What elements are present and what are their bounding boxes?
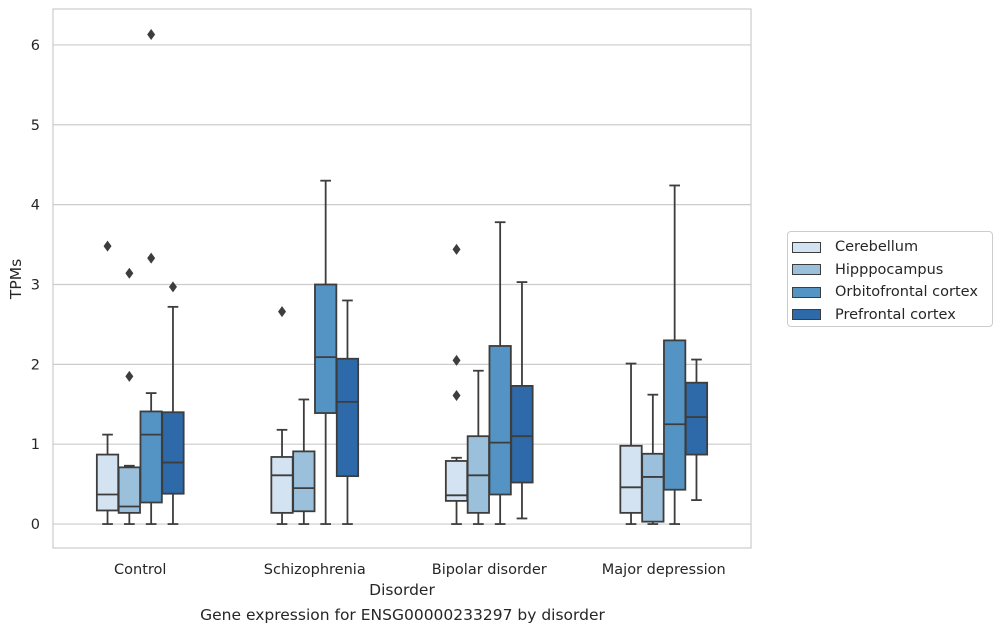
x-tick-labels: Control Schizophrenia Bipolar disorder Majo… — [114, 562, 726, 578]
box-iqr — [292, 450, 316, 513]
legend-swatch — [792, 286, 821, 298]
legend-swatch — [792, 309, 821, 321]
box-hipppocampus-2 — [466, 369, 490, 525]
y-tick-label: 0 — [31, 517, 40, 533]
outlier-point — [147, 29, 156, 41]
box-iqr — [139, 410, 163, 504]
legend-label: Orbitofrontal cortex — [835, 284, 978, 301]
box-cerebellum-3 — [619, 362, 643, 525]
legend-item: Hipppocampus — [792, 259, 992, 282]
legend-item: Prefrontal cortex — [792, 304, 992, 327]
legend-item: Cerebellum — [792, 236, 992, 259]
box-iqr — [270, 456, 294, 514]
legend-label: Hipppocampus — [835, 261, 944, 278]
box-prefrontal-cortex-1 — [335, 299, 360, 525]
y-tick-labels: 0 1 2 3 4 5 6 — [31, 38, 40, 533]
legend-item: Orbitofrontal cortex — [792, 281, 992, 304]
x-tick-label: Control — [114, 562, 166, 578]
outlier-point — [278, 306, 287, 318]
legend-label: Prefrontal cortex — [835, 306, 956, 323]
outlier-point — [147, 252, 156, 264]
outlier-point — [452, 354, 461, 366]
box-iqr — [488, 345, 512, 496]
legend-label: Cerebellum — [835, 239, 919, 256]
box-iqr — [619, 444, 643, 514]
box-prefrontal-cortex-3 — [684, 358, 709, 501]
y-tick-label: 1 — [31, 437, 40, 453]
legend-swatch — [792, 241, 821, 253]
outlier-point — [452, 389, 461, 401]
box-cerebellum-1 — [270, 306, 294, 525]
box-prefrontal-cortex-2 — [510, 281, 534, 520]
box-prefrontal-cortex-0 — [161, 281, 185, 525]
outlier-point — [125, 370, 134, 382]
box-cerebellum-2 — [444, 243, 469, 525]
box-iqr — [161, 411, 185, 495]
plot-frame — [52, 8, 752, 549]
box-orbitofrontal-cortex-2 — [488, 221, 512, 525]
box-iqr — [663, 339, 687, 491]
x-tick-label: Major depression — [602, 562, 726, 578]
x-tick-label: Bipolar disorder — [432, 562, 547, 578]
y-tick-label: 6 — [31, 38, 40, 54]
box-iqr — [641, 452, 665, 523]
outlier-point — [125, 267, 134, 279]
box-iqr — [95, 453, 120, 512]
box-layer — [95, 29, 709, 525]
box-iqr — [314, 283, 338, 414]
box-hipppocampus-3 — [641, 393, 665, 525]
outlier-point — [452, 243, 461, 255]
box-cerebellum-0 — [95, 240, 120, 525]
box-iqr — [510, 385, 534, 484]
box-hipppocampus-0 — [117, 267, 141, 525]
outlier-point — [103, 240, 112, 252]
box-iqr — [335, 357, 360, 478]
x-tick-label: Schizophrenia — [264, 562, 366, 578]
outlier-point — [168, 281, 177, 293]
legend-swatch — [792, 264, 821, 276]
y-tick-label: 5 — [31, 118, 40, 134]
box-orbitofrontal-cortex-0 — [139, 29, 163, 525]
y-tick-label: 3 — [31, 277, 40, 293]
legend: Cerebellum Hipppocampus Orbitofrontal cort… — [787, 231, 993, 327]
y-tick-label: 4 — [31, 198, 40, 214]
box-orbitofrontal-cortex-1 — [314, 179, 338, 525]
figure-caption: Gene expression for ENSG00000233297 by d… — [200, 606, 605, 624]
box-iqr — [684, 381, 709, 456]
box-hipppocampus-1 — [292, 398, 316, 525]
y-axis-title: TPMs — [7, 259, 25, 300]
y-tick-label: 2 — [31, 357, 40, 373]
box-orbitofrontal-cortex-3 — [663, 184, 687, 525]
x-axis-title: Disorder — [369, 581, 435, 599]
